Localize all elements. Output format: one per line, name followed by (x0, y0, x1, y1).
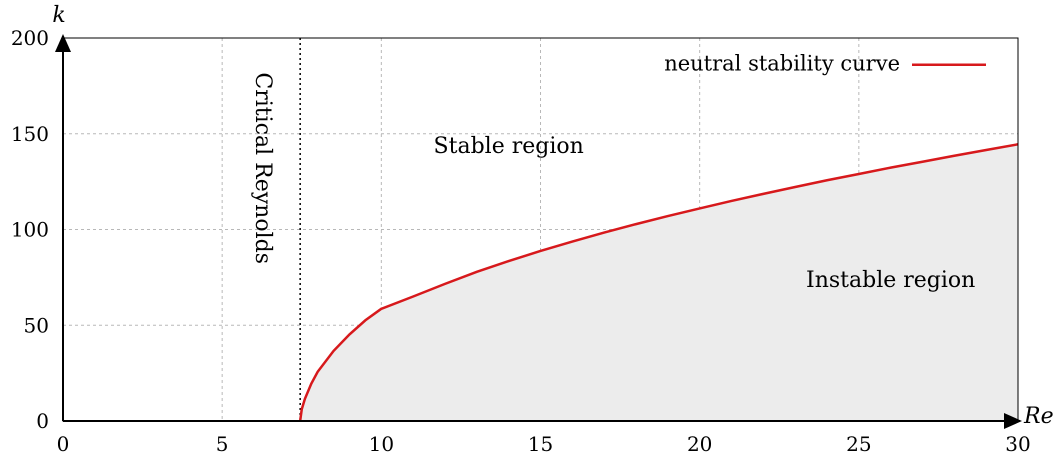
x-tick-label: 10 (369, 432, 394, 456)
y-tick-label: 0 (36, 409, 49, 433)
x-tick-label: 0 (57, 432, 70, 456)
y-tick-label: 150 (11, 122, 49, 146)
x-tick-label: 5 (216, 432, 229, 456)
y-tick-label: 100 (11, 218, 49, 242)
neutral-stability-curve (298, 143, 1019, 422)
x-tick-label: 15 (528, 432, 553, 456)
x-tick-labels: 0 5 10 15 20 25 30 (57, 432, 1031, 456)
x-tick-label: 20 (687, 432, 712, 456)
y-tick-label: 200 (11, 26, 49, 50)
critical-reynolds-label: Critical Reynolds (250, 72, 275, 264)
x-axis-label: Re (1023, 404, 1054, 429)
legend-entry-label: neutral stability curve (664, 52, 900, 76)
instable-region-fill (300, 144, 1018, 421)
y-axis-label: k (52, 3, 65, 28)
x-tick-label: 25 (846, 432, 871, 456)
legend: neutral stability curve (664, 52, 986, 76)
y-tick-label: 50 (24, 313, 49, 337)
y-tick-labels: 0 50 100 150 200 (11, 26, 49, 433)
x-tick-label: 30 (1005, 432, 1030, 456)
instable-region-label: Instable region (806, 268, 975, 293)
stable-region-label: Stable region (434, 134, 584, 159)
